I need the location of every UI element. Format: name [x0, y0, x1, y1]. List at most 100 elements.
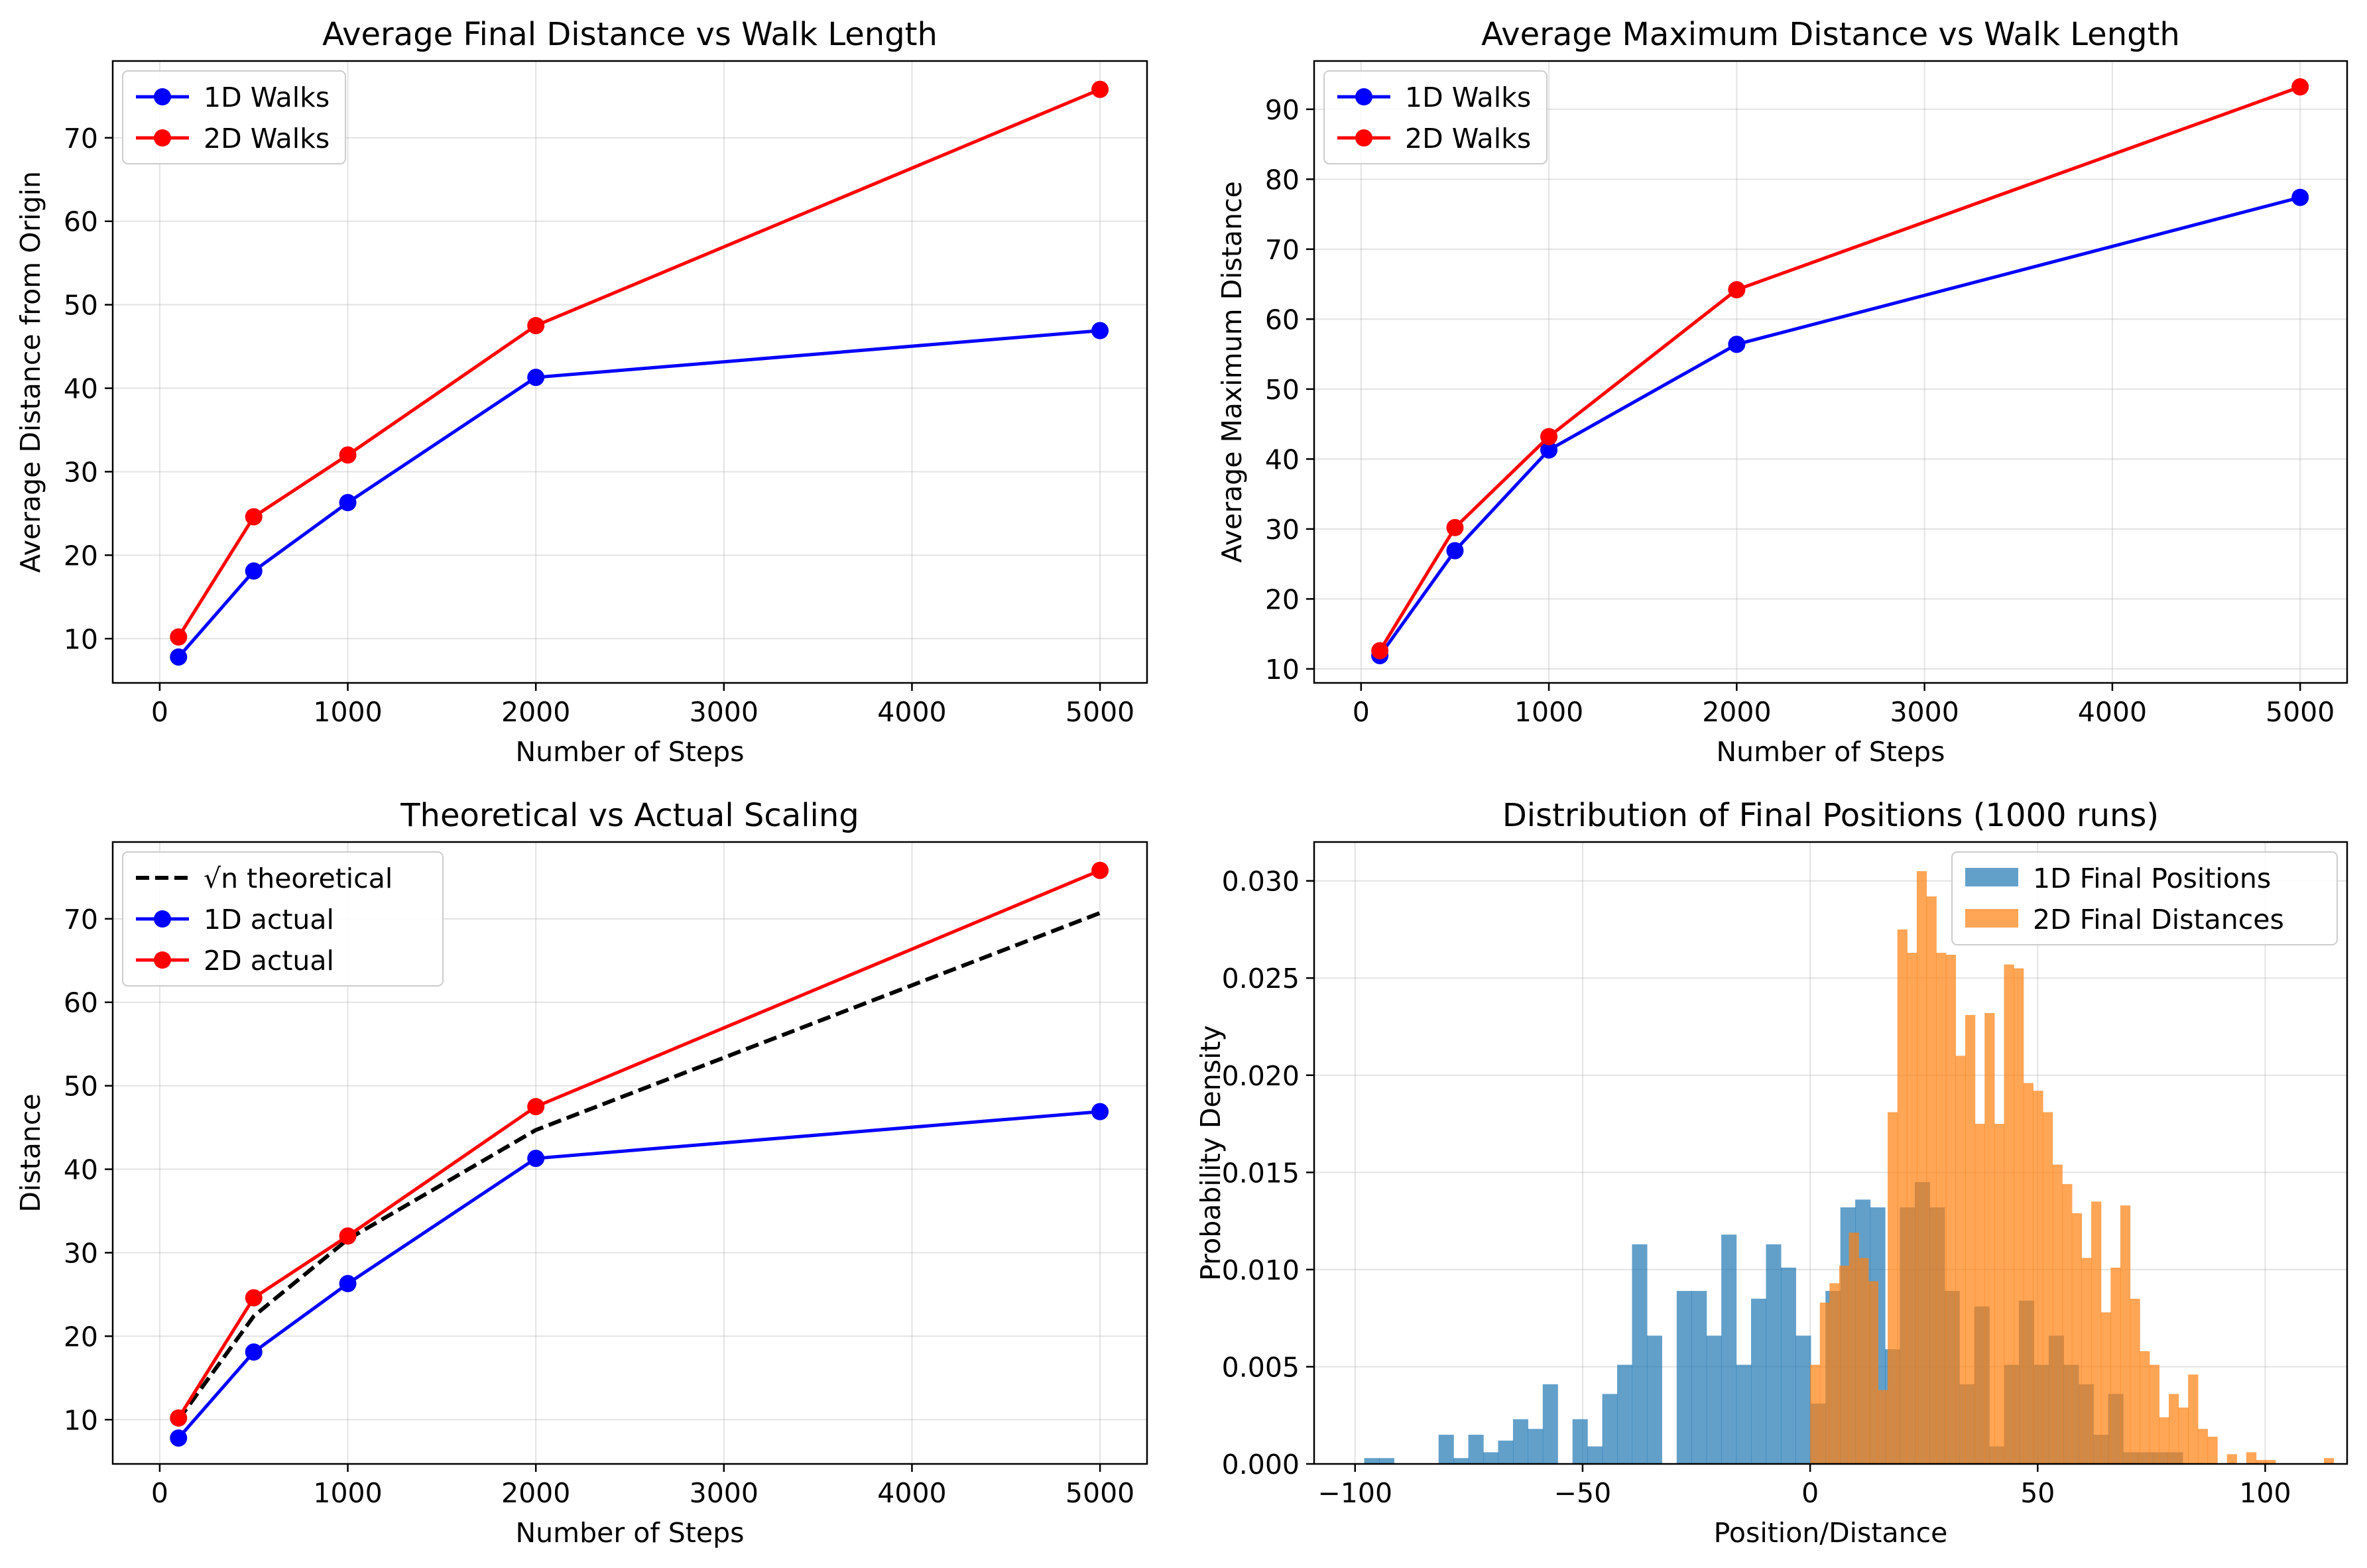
data-point	[245, 562, 263, 580]
chart-title: Distribution of Final Positions (1000 ru…	[1502, 797, 2159, 834]
y-tick-label: 20	[64, 540, 98, 572]
histogram-bar	[1819, 1302, 1830, 1464]
histogram-bar	[1438, 1435, 1454, 1464]
data-point	[1091, 80, 1109, 98]
x-tick-label: 0	[1801, 1477, 1819, 1509]
y-tick-label: 90	[1265, 94, 1300, 126]
legend-swatch	[1965, 909, 2018, 928]
y-tick-label: 0.010	[1222, 1254, 1300, 1286]
histogram-bar	[2062, 1183, 2073, 1464]
x-tick-label: 1000	[313, 1477, 382, 1509]
legend: 1D Walks 2D Walks	[122, 70, 346, 164]
x-tick-label: 3000	[690, 696, 759, 728]
legend-label: 1D Walks	[204, 82, 330, 113]
histogram-bar	[2197, 1429, 2209, 1464]
plot-area	[170, 861, 1109, 1447]
plot-area	[170, 80, 1109, 666]
histogram-bar	[2323, 1458, 2335, 1464]
histogram-bar	[1736, 1364, 1752, 1464]
data-point	[170, 628, 188, 646]
y-tick-label: 30	[1265, 514, 1300, 546]
legend-label: 1D Final Positions	[2033, 863, 2271, 894]
legend-marker	[1355, 129, 1372, 147]
x-tick-label: 4000	[877, 1477, 946, 1509]
histogram-bar	[2081, 1258, 2092, 1464]
y-tick-label: 20	[1265, 583, 1300, 615]
x-tick-label: 3000	[1890, 696, 1959, 728]
axes-frame	[111, 841, 1148, 1465]
x-tick-label: −100	[1317, 1477, 1392, 1509]
y-tick-label: 70	[64, 904, 98, 935]
histogram-bar	[1839, 1266, 1850, 1464]
x-tick-label: 2000	[501, 1477, 570, 1509]
x-tick-label: 0	[151, 1477, 168, 1509]
histogram-bar	[1676, 1291, 1692, 1464]
histogram-bar	[1897, 929, 1908, 1464]
chart-title: Average Maximum Distance vs Walk Length	[1481, 16, 2180, 53]
data-point	[1446, 542, 1464, 560]
histogram-bar	[1994, 1124, 2005, 1464]
legend-label: 1D Walks	[1405, 82, 1531, 113]
histogram-bar	[1378, 1458, 1394, 1464]
histogram-bar	[1587, 1446, 1603, 1464]
legend-box	[122, 851, 444, 987]
chart-panel-2: 0 1000 2000 3000 4000 5000 10 20 30 40 50 60 70 80 90 A…	[1216, 16, 2348, 768]
axes-frame	[1313, 60, 2348, 684]
histogram-bar	[1795, 1335, 1811, 1464]
data-point	[1091, 861, 1109, 879]
histogram-bar	[1945, 955, 1957, 1464]
histogram-bar	[2014, 968, 2024, 1464]
histogram-bar	[2188, 1374, 2199, 1464]
histogram-bar	[1849, 1233, 1859, 1464]
data-point	[1446, 518, 1464, 536]
legend-box	[1323, 70, 1548, 164]
histogram-bar	[1542, 1384, 1558, 1464]
plot-area	[1371, 78, 2309, 664]
chart-title: Average Final Distance vs Walk Length	[322, 16, 938, 53]
x-axis-label: Number of Steps	[516, 736, 745, 768]
legend-marker	[154, 129, 171, 147]
y-axis-label: Probability Density	[1195, 1025, 1227, 1281]
histogram-bar	[1780, 1267, 1796, 1464]
y-tick-label: 60	[1265, 304, 1300, 335]
x-tick-label: 0	[1353, 696, 1370, 728]
data-point	[245, 1289, 263, 1307]
x-tick-label: 4000	[877, 696, 946, 728]
data-point	[170, 648, 188, 666]
data-point	[245, 508, 263, 526]
legend: 1D Final Positions 2D Final Distances	[1951, 851, 2338, 945]
histogram-bar	[1916, 871, 1927, 1464]
histogram-bar	[1512, 1419, 1528, 1464]
histogram-bar	[2100, 1312, 2111, 1464]
y-tick-label: 0.030	[1222, 866, 1300, 898]
plot-area	[1364, 871, 2335, 1464]
y-tick-label: 30	[64, 1237, 98, 1269]
y-axis-label: Distance	[15, 1093, 46, 1212]
y-tick-label: 70	[64, 123, 98, 154]
x-axis-label: Number of Steps	[516, 1517, 745, 1549]
series-line-2	[1378, 85, 2301, 652]
x-tick-label: 5000	[1065, 1477, 1134, 1509]
y-tick-label: 40	[64, 1154, 98, 1186]
histogram-bar	[2266, 1460, 2276, 1464]
y-tick-label: 50	[1265, 374, 1300, 406]
histogram-bar	[1984, 1012, 1995, 1464]
histogram-bar	[2071, 1213, 2083, 1464]
histogram-bar	[1936, 953, 1947, 1464]
y-tick-label: 10	[1265, 654, 1300, 686]
data-point	[170, 1409, 188, 1427]
x-tick-label: −50	[1554, 1477, 1612, 1509]
y-tick-label: 60	[64, 206, 98, 238]
y-tick-label: 20	[64, 1321, 98, 1353]
legend-label: 1D actual	[204, 904, 334, 935]
y-axis-label: Average Distance from Origin	[15, 171, 46, 573]
histogram-bar	[2042, 1112, 2053, 1464]
x-tick-label: 1000	[1514, 696, 1583, 728]
chart-panel-3: 0 1000 2000 3000 4000 5000 10 20 30 40 50 60 70 Theor…	[15, 797, 1148, 1549]
data-point	[527, 1098, 545, 1116]
legend-label: 2D Walks	[1405, 123, 1531, 154]
histogram-bar	[1878, 1390, 1888, 1464]
legend-label: 2D Walks	[204, 123, 330, 154]
series-line-1	[177, 329, 1101, 658]
